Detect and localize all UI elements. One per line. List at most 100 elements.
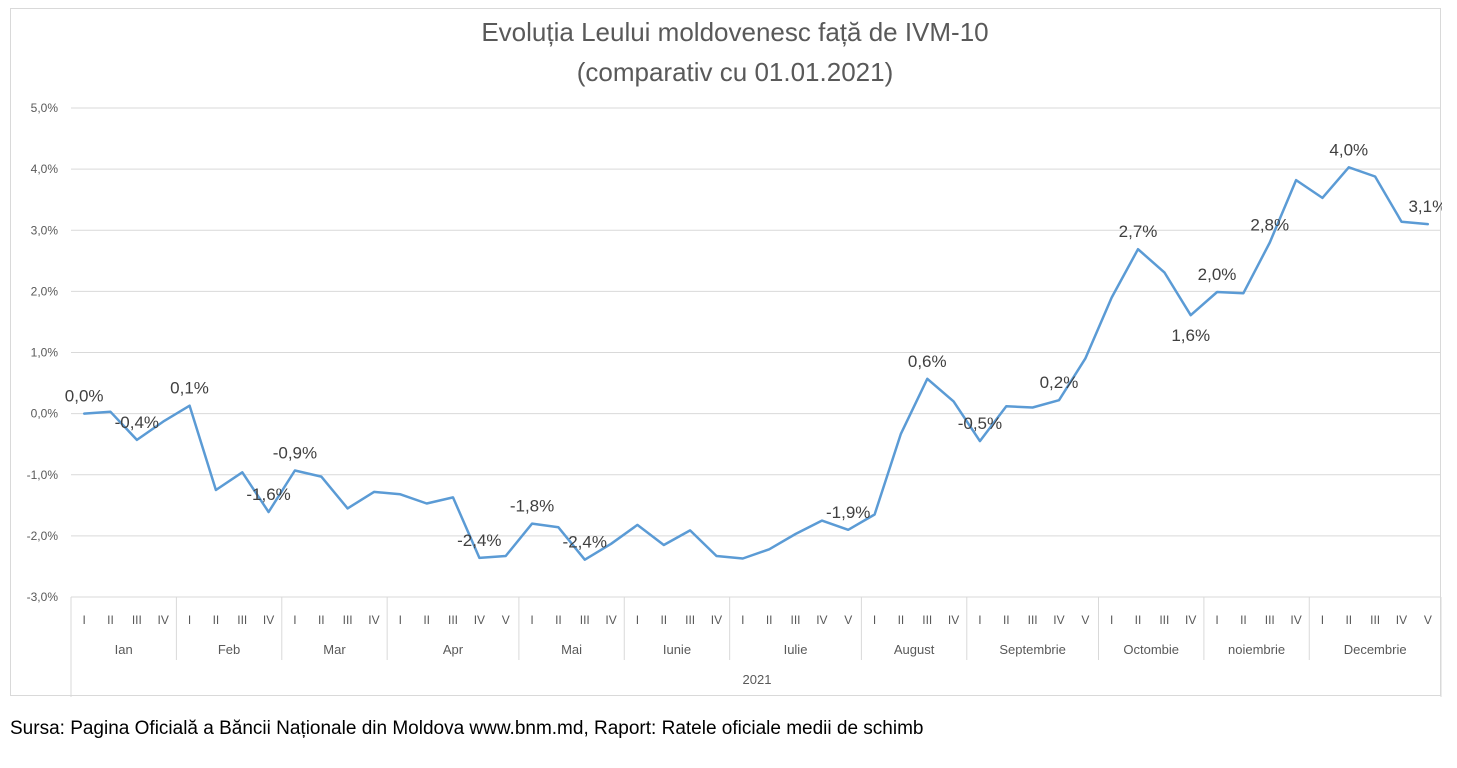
x-week-label: I (83, 613, 86, 627)
x-week-label: II (766, 613, 773, 627)
x-week-label: III (1370, 613, 1380, 627)
data-label: 0,0% (65, 387, 104, 406)
x-week-label: II (318, 613, 325, 627)
x-month-label: Ian (115, 642, 133, 657)
data-label: 2,0% (1198, 265, 1237, 284)
x-month-label: Decembrie (1344, 642, 1407, 657)
x-week-label: II (660, 613, 667, 627)
y-tick-label: 0,0% (31, 407, 59, 421)
x-week-label: I (1215, 613, 1218, 627)
x-month-label: noiembrie (1228, 642, 1285, 657)
data-label: 3,1% (1408, 197, 1442, 216)
data-label: 0,6% (908, 352, 947, 371)
y-tick-label: 2,0% (31, 284, 59, 298)
x-week-label: II (898, 613, 905, 627)
x-week-label: II (555, 613, 562, 627)
x-week-label: III (685, 613, 695, 627)
y-tick-label: 5,0% (31, 101, 59, 115)
x-week-label: II (1003, 613, 1010, 627)
chart-subtitle: (comparativ cu 01.01.2021) (577, 57, 894, 87)
y-tick-label: -1,0% (27, 468, 59, 482)
y-tick-label: -2,0% (27, 529, 59, 543)
x-month-label: Mar (323, 642, 346, 657)
x-month-label: Mai (561, 642, 582, 657)
y-tick-label: 3,0% (31, 223, 59, 237)
x-month-label: Feb (218, 642, 240, 657)
x-week-label: I (1321, 613, 1324, 627)
x-month-label: August (894, 642, 935, 657)
x-week-label: I (399, 613, 402, 627)
x-week-label: III (922, 613, 932, 627)
x-week-label: I (1110, 613, 1113, 627)
x-week-label: IV (474, 613, 485, 627)
data-label: 0,2% (1040, 373, 1079, 392)
x-week-label: IV (1053, 613, 1064, 627)
data-label: -2,4% (563, 533, 607, 552)
x-week-label: III (791, 613, 801, 627)
x-week-label: IV (263, 613, 274, 627)
x-week-label: IV (1396, 613, 1407, 627)
x-week-label: V (1081, 613, 1089, 627)
series-line-group (82, 166, 1430, 561)
y-tick-label: 1,0% (31, 346, 59, 360)
chart-frame: Evoluția Leului moldovenesc față de IVM-… (10, 8, 1442, 697)
x-week-label: IV (368, 613, 379, 627)
x-week-label: IV (605, 613, 616, 627)
chart-title: Evoluția Leului moldovenesc față de IVM-… (481, 17, 988, 47)
x-week-label: V (844, 613, 852, 627)
x-week-label: II (1135, 613, 1142, 627)
x-week-label: IV (816, 613, 827, 627)
data-label: -0,9% (273, 443, 317, 462)
data-label: -1,6% (246, 485, 290, 504)
x-week-label: III (132, 613, 142, 627)
x-week-label: II (1345, 613, 1352, 627)
x-week-label: II (423, 613, 430, 627)
y-axis-tick-labels: -3,0% -2,0% -1,0% 0,0% 1,0% 2,0% 3,0% 4,0% 5,0% (27, 101, 59, 604)
x-axis: I II III IV I II III IV I II III IV I II III IV V I II III I… (70, 596, 1442, 697)
x-week-label: IV (948, 613, 959, 627)
series-line (82, 166, 1430, 561)
data-label: 1,6% (1171, 326, 1210, 345)
grid-lines (71, 107, 1441, 537)
x-week-label: III (343, 613, 353, 627)
y-tick-label: -3,0% (27, 590, 59, 604)
x-week-label: I (636, 613, 639, 627)
data-label: 4,0% (1329, 140, 1368, 159)
data-label: 0,1% (170, 379, 209, 398)
data-label: -0,5% (958, 414, 1002, 433)
x-week-label: II (1240, 613, 1247, 627)
x-week-label: I (188, 613, 191, 627)
x-week-label: III (1265, 613, 1275, 627)
x-week-label: I (293, 613, 296, 627)
x-week-label: IV (158, 613, 169, 627)
x-month-label: Iunie (663, 642, 691, 657)
data-label: 2,7% (1119, 222, 1158, 241)
x-week-label: III (1028, 613, 1038, 627)
x-week-label: III (448, 613, 458, 627)
x-week-label: II (213, 613, 220, 627)
data-label: -0,4% (115, 413, 159, 432)
x-week-label: II (107, 613, 114, 627)
x-week-label: I (978, 613, 981, 627)
x-week-label: V (1424, 613, 1432, 627)
x-week-label: I (741, 613, 744, 627)
x-week-label: V (502, 613, 510, 627)
data-label: -2,4% (457, 531, 501, 550)
x-month-label: Apr (443, 642, 464, 657)
x-week-label: IV (1290, 613, 1301, 627)
x-month-label: Septembrie (999, 642, 1065, 657)
chart-svg: Evoluția Leului moldovenesc față de IVM-… (27, 17, 1442, 697)
x-week-label: IV (711, 613, 722, 627)
year-label: 2021 (743, 672, 772, 687)
source-note: Sursa: Pagina Oficială a Băncii Național… (10, 718, 924, 739)
x-week-label: IV (1185, 613, 1196, 627)
x-month-label: Iulie (784, 642, 808, 657)
x-week-label: III (1159, 613, 1169, 627)
data-label: 2,8% (1250, 215, 1289, 234)
y-tick-label: 4,0% (31, 162, 59, 176)
data-label: -1,9% (826, 503, 870, 522)
data-label: -1,8% (510, 497, 554, 516)
x-week-label: III (237, 613, 247, 627)
data-labels: 0,0% -0,4% 0,1% -1,6% -0,9% -2,4% -1,8% -2,4% -1… (65, 140, 1442, 551)
x-month-label: Octombie (1123, 642, 1179, 657)
